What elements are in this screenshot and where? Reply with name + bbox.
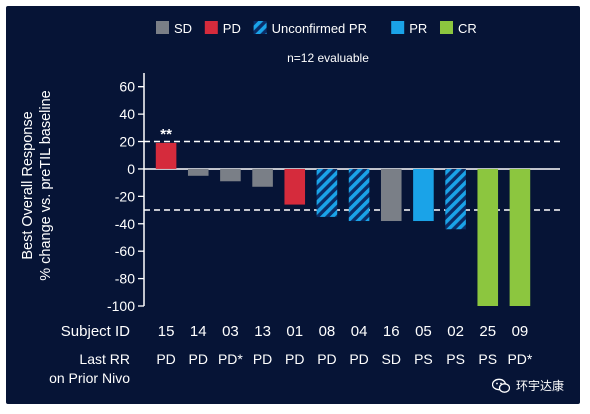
legend-label-cr: CR	[458, 21, 477, 36]
y-tick-label: 60	[119, 79, 135, 95]
y-axis-label-line: % change vs. preTIL baseline	[38, 90, 54, 281]
bar-subject-04	[348, 168, 370, 222]
legend-swatch-pd	[204, 21, 218, 34]
subject-id-label: 14	[190, 323, 207, 340]
y-tick-label: 20	[119, 134, 135, 150]
y-tick-label: -60	[115, 243, 135, 259]
prior-response-label: PD	[349, 351, 368, 367]
bar-subject-03	[220, 168, 241, 182]
watermark-text: 环宇达康	[515, 379, 564, 393]
prior-row-label-line2: on Prior Nivo	[49, 370, 130, 386]
legend-swatch-cr	[440, 21, 453, 34]
prior-response-label: PD	[285, 351, 304, 367]
prior-row-label-line1: Last RR	[79, 351, 130, 367]
prior-response-label: PS	[414, 351, 433, 367]
y-tick-label: -100	[107, 298, 135, 314]
waterfall-chart: SD PD Unconfirmed PR PR CR n=12 evaluable Be…	[20, 21, 560, 386]
prior-response-label: PD	[317, 351, 336, 367]
subject-id-label: 09	[512, 323, 529, 340]
subject-id-row-label: Subject ID	[61, 323, 130, 340]
bar-subject-15	[155, 142, 177, 169]
subject-rows: Subject ID Last RR on Prior Nivo 15 PD 14 PD 03…	[49, 323, 533, 386]
chart-subtitle: n=12 evaluable	[287, 51, 369, 65]
y-axis-label: Best Overall Response% change vs. preTIL…	[20, 90, 54, 281]
subject-id-label: 16	[383, 323, 400, 340]
legend-label-pd: PD	[223, 21, 241, 36]
wechat-icon	[491, 378, 511, 394]
subject-id-label: 25	[479, 323, 496, 340]
bar-subject-09	[509, 168, 531, 306]
y-tick-label: -20	[115, 188, 135, 204]
bar-annotation: **	[160, 126, 172, 143]
y-tick-label: 0	[127, 161, 135, 177]
prior-response-label: SD	[382, 351, 401, 367]
bars: **	[155, 126, 531, 306]
chart-panel: SD PD Unconfirmed PR PR CR n=12 evaluable Be…	[6, 6, 580, 404]
y-tick-label: 40	[119, 106, 135, 122]
subject-id-label: 08	[319, 323, 336, 340]
subject-id-label: 13	[254, 323, 271, 340]
legend-label-upr: Unconfirmed PR	[272, 21, 367, 36]
watermark: 环宇达康	[491, 377, 564, 394]
bar-subject-13	[252, 168, 273, 187]
y-tick-label: -40	[115, 216, 135, 232]
subject-id-label: 02	[447, 323, 464, 340]
y-axis-label-line: Best Overall Response	[20, 111, 36, 259]
legend-label-pr: PR	[409, 21, 427, 36]
prior-response-label: PS	[446, 351, 465, 367]
bar-subject-08	[316, 168, 338, 217]
bar-subject-14	[187, 168, 209, 176]
prior-response-label: PD	[189, 351, 208, 367]
bar-subject-02	[445, 168, 466, 230]
legend-swatch-sd	[156, 21, 169, 34]
prior-response-label: PD	[253, 351, 272, 367]
bar-subject-25	[477, 168, 499, 306]
prior-response-label: PD*	[507, 351, 532, 367]
legend-label-sd: SD	[174, 21, 192, 36]
legend-swatch-pr	[391, 21, 405, 34]
legend: SD PD Unconfirmed PR PR CR	[156, 21, 477, 36]
prior-response-label: PD*	[218, 351, 243, 367]
subject-id-label: 01	[286, 323, 303, 340]
subject-id-label: 15	[158, 323, 175, 340]
bar-subject-01	[284, 168, 306, 205]
subject-id-label: 05	[415, 323, 432, 340]
subject-id-label: 04	[351, 323, 368, 340]
bar-subject-16	[380, 168, 402, 222]
legend-swatch-upr	[253, 21, 267, 34]
prior-response-label: PS	[478, 351, 497, 367]
prior-response-label: PD	[156, 351, 175, 367]
y-tick-label: -80	[115, 271, 135, 287]
bar-subject-05	[413, 168, 434, 222]
subject-id-label: 03	[222, 323, 239, 340]
